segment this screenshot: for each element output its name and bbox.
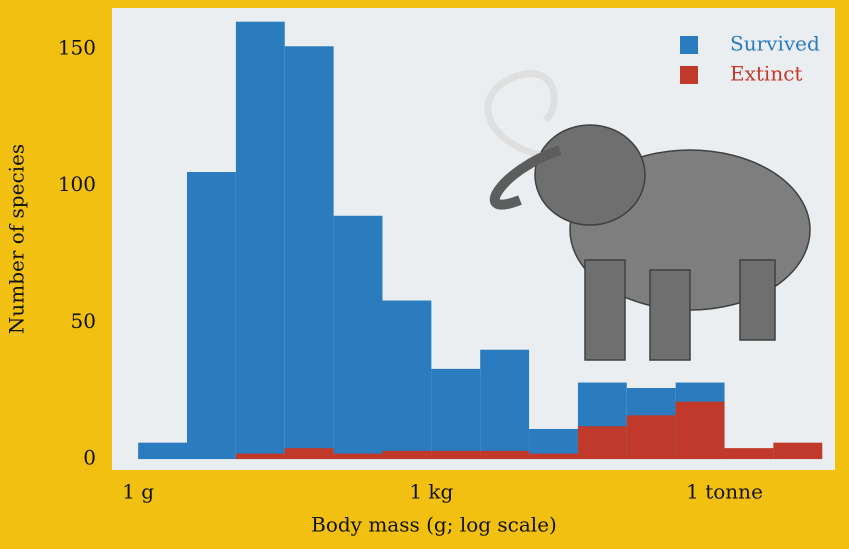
bar bbox=[285, 448, 334, 459]
x-tick-label: 1 g bbox=[122, 480, 154, 504]
bar bbox=[382, 451, 431, 459]
legend-swatch bbox=[680, 66, 698, 84]
y-axis-label: Number of species bbox=[5, 144, 29, 334]
bar bbox=[627, 415, 676, 459]
bar bbox=[382, 301, 431, 460]
y-tick-label: 50 bbox=[71, 309, 96, 333]
bar bbox=[480, 451, 529, 459]
bar bbox=[480, 350, 529, 459]
chart: Body mass (g; log scale) Number of speci… bbox=[0, 0, 849, 549]
x-axis-label: Body mass (g; log scale) bbox=[311, 513, 557, 537]
bar bbox=[285, 46, 334, 459]
x-tick-label: 1 kg bbox=[409, 480, 453, 504]
y-tick-label: 0 bbox=[83, 446, 96, 470]
page: {"chart_data": { "type": "histogram", "x… bbox=[0, 0, 849, 549]
bar bbox=[578, 426, 627, 459]
legend-label: Extinct bbox=[730, 62, 802, 86]
x-tick-label: 1 tonne bbox=[686, 480, 763, 504]
legend-label: Survived bbox=[730, 32, 820, 56]
bar bbox=[676, 402, 725, 459]
bar bbox=[236, 454, 285, 459]
y-tick-label: 150 bbox=[58, 36, 96, 60]
bar bbox=[334, 216, 383, 459]
y-tick-label: 100 bbox=[58, 172, 96, 196]
legend-swatch bbox=[680, 36, 698, 54]
bar bbox=[138, 443, 187, 459]
bar bbox=[334, 454, 383, 459]
bar bbox=[773, 443, 822, 459]
bar bbox=[187, 172, 236, 459]
bar bbox=[431, 451, 480, 459]
bar bbox=[725, 448, 774, 459]
bar bbox=[236, 22, 285, 459]
bar bbox=[529, 454, 578, 459]
bar bbox=[431, 369, 480, 459]
